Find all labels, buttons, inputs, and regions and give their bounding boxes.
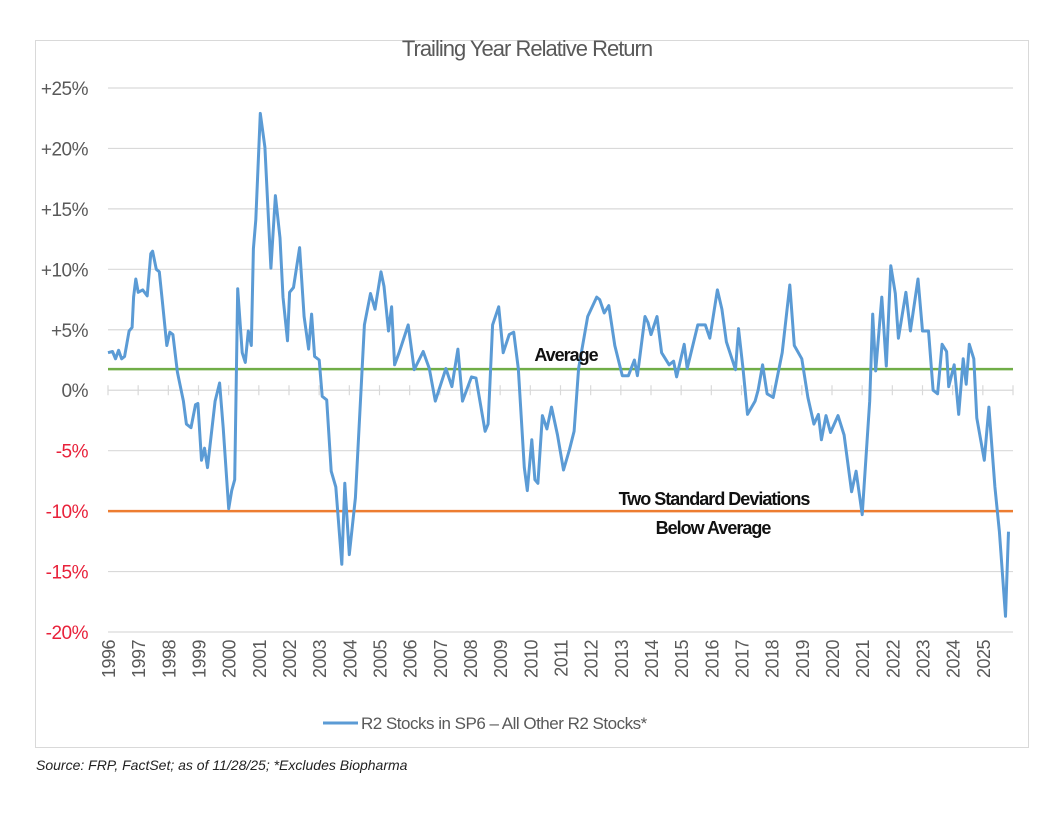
annotations: Average Two Standard Deviations Below Aver… <box>534 345 811 538</box>
y-tick-label: 0% <box>62 381 89 402</box>
x-tick-label: 2001 <box>250 640 270 679</box>
x-tick-label: 1997 <box>129 640 149 679</box>
x-tick-label: 2007 <box>431 640 451 679</box>
y-tick-label: +25% <box>41 79 89 100</box>
x-tick-label: 2006 <box>401 640 421 679</box>
two-std-label-line1: Two Standard Deviations <box>619 489 811 509</box>
x-tick-label: 2025 <box>974 640 994 679</box>
two-std-label-line2: Below Average <box>656 518 772 538</box>
average-label: Average <box>534 345 598 365</box>
x-tick-label: 2017 <box>733 640 753 679</box>
legend: R2 Stocks in SP6 – All Other R2 Stocks* <box>323 714 648 733</box>
x-tick-label: 2014 <box>642 640 662 679</box>
x-tick-label: 1999 <box>190 640 210 679</box>
x-tick-label: 2023 <box>914 640 934 679</box>
x-axis: 1996 1997 1998 1999 2000 2001 2002 2003 2004 2005… <box>99 385 1014 679</box>
series-line-r2-sp6-relative <box>107 111 1010 618</box>
x-tick-label: 2021 <box>853 640 873 679</box>
x-tick-label: 2016 <box>702 640 722 679</box>
x-tick-label: 2022 <box>883 640 903 679</box>
gridlines <box>108 87 1013 633</box>
x-tick-label: 2024 <box>944 640 964 679</box>
source-note: Source: FRP, FactSet; as of 11/28/25; *E… <box>36 757 408 773</box>
x-tick-label: 2004 <box>340 640 360 679</box>
x-tick-label: 2003 <box>310 640 330 679</box>
y-tick-label: -10% <box>46 502 89 523</box>
x-tick-label: 2009 <box>491 640 511 679</box>
y-tick-label: -15% <box>46 563 89 584</box>
x-tick-label: 2018 <box>763 640 783 679</box>
y-axis-labels: +25% +20% +15% +10% +5% 0% -5% -10% -15% -20% <box>41 79 89 644</box>
y-tick-label: +10% <box>41 260 89 281</box>
x-tick-label: 2019 <box>793 640 813 679</box>
x-tick-label: 2008 <box>461 640 481 679</box>
x-tick-label: 2000 <box>220 640 240 679</box>
x-tick-label: 1998 <box>159 640 179 679</box>
y-tick-label: +5% <box>51 321 89 342</box>
x-tick-label: 2010 <box>521 640 541 679</box>
x-tick-label: 2015 <box>672 640 692 679</box>
y-tick-label: +15% <box>41 200 89 221</box>
y-tick-label: +20% <box>41 139 89 160</box>
x-tick-label: 2012 <box>582 640 602 679</box>
x-tick-label: 1996 <box>99 640 119 679</box>
x-tick-label: 2002 <box>280 640 300 679</box>
legend-label: R2 Stocks in SP6 – All Other R2 Stocks* <box>361 714 648 733</box>
chart-frame <box>35 40 1029 748</box>
y-tick-label: -5% <box>56 442 89 463</box>
x-tick-label: 2013 <box>612 640 632 679</box>
y-tick-label: -20% <box>46 623 89 644</box>
x-tick-label: 2020 <box>823 640 843 679</box>
x-tick-label: 2005 <box>371 640 391 679</box>
x-tick-label: 2011 <box>552 640 572 677</box>
series <box>107 111 1010 618</box>
chart-title: Trailing Year Relative Return <box>402 36 652 61</box>
